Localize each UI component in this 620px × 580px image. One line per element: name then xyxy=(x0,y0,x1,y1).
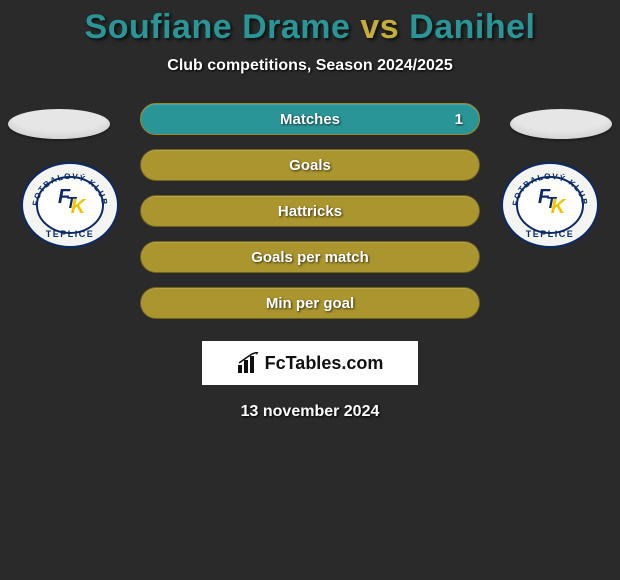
stat-row-matches: Matches 1 xyxy=(140,103,480,135)
stat-row-goals-per-match: Goals per match xyxy=(140,241,480,273)
club-badge-right: FOTBALOVÝ KLUB TEPLICE F K T xyxy=(500,161,600,249)
stat-row-min-per-goal: Min per goal xyxy=(140,287,480,319)
svg-text:T: T xyxy=(66,195,77,212)
logo-text: FcTables.com xyxy=(265,353,384,374)
svg-text:TEPLICE: TEPLICE xyxy=(46,229,95,239)
stats-area: FOTBALOVÝ KLUB TEPLICE F K T FOTBALOVÝ K… xyxy=(0,103,620,421)
comparison-title: Soufiane Drame vs Danihel xyxy=(0,0,620,47)
svg-text:T: T xyxy=(546,195,557,212)
stat-right-value: 1 xyxy=(455,111,463,128)
stat-row-hattricks: Hattricks xyxy=(140,195,480,227)
player1-avatar-placeholder xyxy=(8,109,110,139)
stat-label: Min per goal xyxy=(266,295,354,312)
player2-avatar-placeholder xyxy=(510,109,612,139)
vs-text: vs xyxy=(360,8,399,46)
stat-label: Matches xyxy=(280,111,340,128)
fctables-logo: FcTables.com xyxy=(202,341,418,385)
svg-text:TEPLICE: TEPLICE xyxy=(526,229,575,239)
stat-label: Goals per match xyxy=(251,249,369,266)
player1-name: Soufiane Drame xyxy=(85,8,351,46)
club-badge-left: FOTBALOVÝ KLUB TEPLICE F K T xyxy=(20,161,120,249)
stat-label: Goals xyxy=(289,157,331,174)
stat-row-goals: Goals xyxy=(140,149,480,181)
bar-chart-icon xyxy=(237,352,261,374)
stat-bars: Matches 1 Goals Hattricks Goals per matc… xyxy=(140,103,480,319)
player2-name: Danihel xyxy=(409,8,535,46)
stat-label: Hattricks xyxy=(278,203,342,220)
subtitle: Club competitions, Season 2024/2025 xyxy=(0,57,620,75)
teplice-badge-icon: FOTBALOVÝ KLUB TEPLICE F K T xyxy=(500,161,600,249)
teplice-badge-icon: FOTBALOVÝ KLUB TEPLICE F K T xyxy=(20,161,120,249)
date-text: 13 november 2024 xyxy=(0,403,620,421)
